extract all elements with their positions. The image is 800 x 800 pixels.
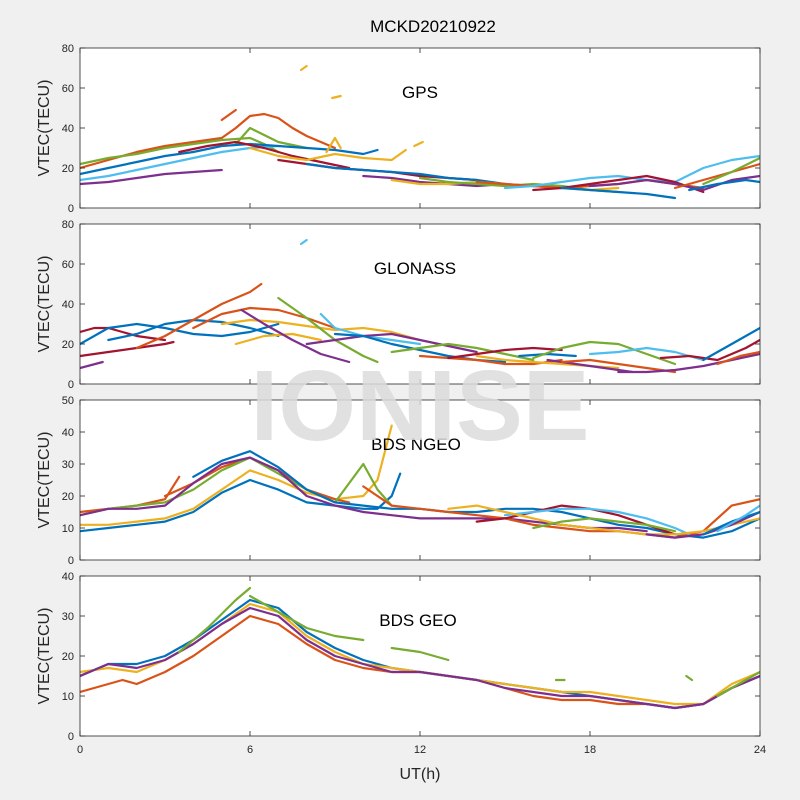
series-line xyxy=(702,156,760,186)
series-line xyxy=(80,168,223,186)
series-line xyxy=(588,346,705,362)
panel-bds-ngeo: 0 10 20 30 40 50 VTEC(TECU) BDS NGEO xyxy=(36,395,761,567)
y-tick-label: 20 xyxy=(62,339,74,351)
series-line xyxy=(305,162,507,186)
y-tick-label: 10 xyxy=(62,523,74,535)
y-tick-label: 60 xyxy=(62,83,74,95)
panel-bds-geo: 0 10 20 30 40 0 6 12 18 24 VTEC(TECU) BDS GEO xyxy=(36,571,766,756)
y-tick-label: 0 xyxy=(68,555,74,567)
panel-label-bds-geo: BDS GEO xyxy=(379,611,456,630)
figure-title: MCKD20210922 xyxy=(370,17,496,36)
series-line xyxy=(716,504,760,533)
series-line xyxy=(702,510,760,536)
series-line xyxy=(80,360,104,370)
series-line xyxy=(178,586,252,654)
plot-area xyxy=(80,224,760,384)
series-line xyxy=(532,517,677,533)
series-line xyxy=(325,136,342,154)
y-axis-title: VTEC(TECU) xyxy=(36,608,53,705)
series-line xyxy=(192,306,337,330)
x-tick-label: 24 xyxy=(754,744,766,756)
y-axis-title: VTEC(TECU) xyxy=(36,432,53,529)
series-line xyxy=(688,178,760,192)
series-line xyxy=(413,140,424,148)
y-tick-label: 30 xyxy=(62,611,74,623)
series-line xyxy=(80,144,280,182)
series-line xyxy=(447,504,760,536)
series-group xyxy=(80,238,760,374)
series-line xyxy=(220,108,237,122)
y-tick-label: 60 xyxy=(62,259,74,271)
series-line xyxy=(305,332,478,354)
y-tick-label: 0 xyxy=(68,731,74,743)
x-tick-label: 12 xyxy=(414,744,426,756)
series-line xyxy=(80,472,402,533)
x-axis-title: UT(h) xyxy=(400,766,441,783)
series-line xyxy=(659,338,760,362)
series-line xyxy=(80,136,280,166)
series-line xyxy=(716,350,760,366)
series-line xyxy=(560,186,677,200)
series-line xyxy=(80,424,393,526)
y-tick-label: 0 xyxy=(68,203,74,215)
y-tick-label: 40 xyxy=(62,123,74,135)
series-line xyxy=(503,507,691,536)
y-tick-label: 80 xyxy=(62,43,74,55)
series-line xyxy=(716,670,760,698)
y-tick-label: 20 xyxy=(62,491,74,503)
plot-area xyxy=(80,576,760,736)
y-tick-label: 40 xyxy=(62,427,74,439)
series-line xyxy=(248,594,365,642)
x-tick-label: 18 xyxy=(584,744,596,756)
series-group xyxy=(80,64,760,200)
series-line xyxy=(685,674,694,682)
series-line xyxy=(447,346,563,360)
y-axis-title: VTEC(TECU) xyxy=(36,256,53,353)
x-tick-label: 0 xyxy=(77,744,83,756)
series-line xyxy=(234,332,322,346)
y-tick-label: 40 xyxy=(62,571,74,583)
series-group xyxy=(80,424,760,539)
series-line xyxy=(80,326,167,342)
series-line xyxy=(248,146,407,162)
y-tick-label: 30 xyxy=(62,459,74,471)
panel-label-gps: GPS xyxy=(402,83,438,102)
series-line xyxy=(80,112,337,170)
series-line xyxy=(299,238,308,246)
series-line xyxy=(234,126,308,150)
panel-glonass: 0 20 40 60 80 VTEC(TECU) GLONASS xyxy=(36,219,761,391)
series-line xyxy=(532,340,677,366)
panel-label-bds-ngeo: BDS NGEO xyxy=(371,435,461,454)
series-line xyxy=(702,326,760,362)
y-tick-label: 20 xyxy=(62,163,74,175)
y-tick-label: 20 xyxy=(62,651,74,663)
series-line xyxy=(80,322,280,346)
y-axis-title: VTEC(TECU) xyxy=(36,80,53,177)
series-line xyxy=(588,174,760,192)
series-line xyxy=(80,606,760,710)
series-line xyxy=(390,646,450,662)
series-line xyxy=(178,140,351,170)
series-line xyxy=(135,282,263,350)
series-line xyxy=(560,358,677,374)
panel-gps: 0 20 40 60 80 VTEC(TECU) GPS xyxy=(36,43,761,215)
series-line xyxy=(617,352,760,374)
y-tick-label: 0 xyxy=(68,379,74,391)
series-line xyxy=(331,94,342,100)
y-tick-label: 80 xyxy=(62,219,74,231)
y-tick-label: 50 xyxy=(62,395,74,407)
series-group xyxy=(80,586,760,710)
y-tick-label: 10 xyxy=(62,691,74,703)
series-line xyxy=(390,342,535,362)
series-line xyxy=(299,64,308,72)
y-tick-label: 40 xyxy=(62,299,74,311)
series-line xyxy=(240,308,351,364)
x-tick-label: 6 xyxy=(247,744,253,756)
series-line xyxy=(80,142,379,176)
series-line xyxy=(673,162,760,190)
panel-label-glonass: GLONASS xyxy=(374,259,456,278)
watermark: IONISE xyxy=(251,350,590,462)
